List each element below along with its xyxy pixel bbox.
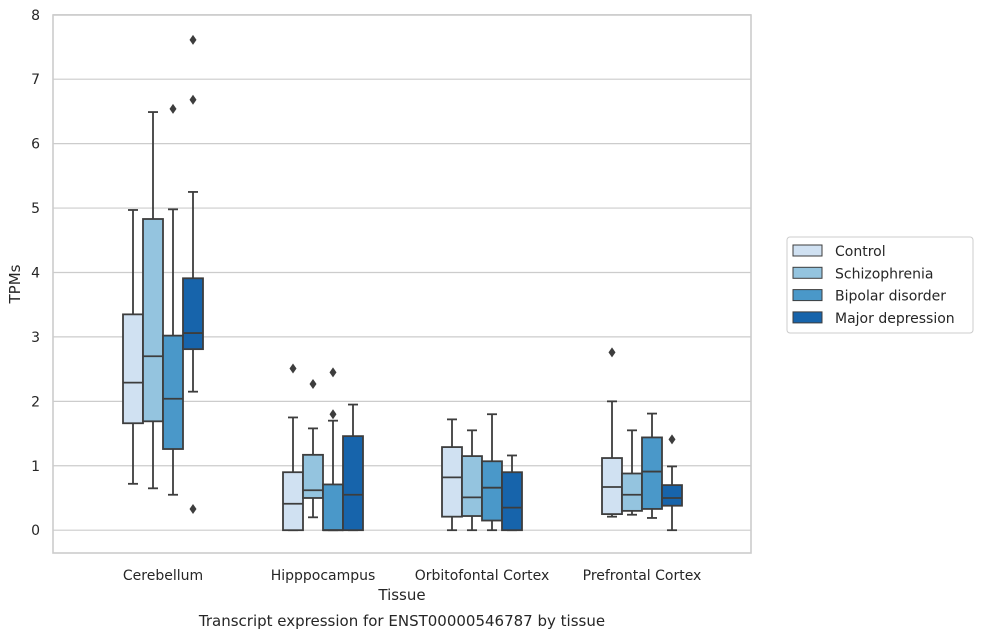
y-tick-label: 2 (31, 394, 40, 410)
box-major-depression (661, 434, 683, 532)
box-iqr (322, 483, 344, 532)
box-iqr (282, 471, 304, 532)
y-tick-label: 6 (31, 137, 40, 153)
legend-swatch (792, 311, 823, 324)
box-iqr (122, 313, 144, 425)
outlier-point (608, 347, 616, 358)
box-control (282, 363, 304, 532)
box-schizophrenia (621, 429, 643, 516)
box-major-depression (182, 34, 204, 514)
x-tick-labels: Cerebellum Hipppocampus Orbitofontal Corte… (123, 568, 701, 584)
box-iqr (661, 484, 683, 507)
box-iqr (641, 436, 663, 510)
box-iqr (302, 453, 324, 499)
outlier-point (309, 378, 317, 389)
box-layer (122, 34, 683, 532)
y-tick-label: 7 (31, 72, 40, 88)
box-iqr (441, 446, 463, 518)
legend-label: Major depression (835, 311, 955, 327)
legend-label: Schizophrenia (835, 266, 933, 282)
legend-swatch (792, 266, 823, 279)
outlier-point (329, 367, 337, 378)
box-schizophrenia (142, 111, 164, 490)
y-tick-label: 1 (31, 459, 40, 475)
outlier-point (289, 363, 297, 374)
plot-area-frame (52, 14, 752, 554)
legend-swatch (792, 289, 823, 302)
box-major-depression (501, 454, 523, 532)
x-tick-label: Prefrontal Cortex (583, 568, 702, 584)
outlier-point (189, 34, 197, 45)
box-major-depression (342, 403, 364, 532)
outlier-point (189, 94, 197, 105)
chart-caption: Transcript expression for ENST0000054678… (198, 612, 605, 630)
box-iqr (142, 218, 164, 423)
box-iqr (481, 460, 503, 522)
y-tick-label: 0 (31, 523, 40, 539)
outlier-point (329, 409, 337, 420)
box-schizophrenia (302, 378, 324, 519)
box-iqr (461, 455, 483, 517)
box-bipolar-disorder (641, 412, 663, 519)
legend-label: Control (835, 244, 886, 260)
outlier-point (169, 103, 177, 114)
y-tick-label: 5 (31, 201, 40, 217)
y-tick-labels: 0 1 2 3 4 5 6 7 8 (31, 8, 40, 539)
outlier-point (668, 434, 676, 445)
x-tick-label: Cerebellum (123, 568, 203, 584)
x-tick-label: Orbitofontal Cortex (415, 568, 550, 584)
box-control (601, 347, 623, 518)
y-axis-label: TPMs (6, 264, 24, 304)
box-iqr (601, 457, 623, 515)
x-tick-label: Hipppocampus (271, 568, 376, 584)
y-tick-label: 8 (31, 8, 40, 24)
legend-frame (786, 236, 974, 334)
y-tick-label: 4 (31, 265, 40, 281)
box-iqr (342, 435, 364, 532)
plot-area-background (53, 15, 751, 553)
x-axis-label: Tissue (377, 586, 425, 604)
box-iqr (182, 277, 204, 351)
box-bipolar-disorder (162, 103, 184, 496)
outlier-point (189, 503, 197, 514)
legend-label: Bipolar disorder (835, 289, 946, 305)
y-tick-label: 3 (31, 330, 40, 346)
box-iqr (621, 472, 643, 512)
legend-swatch (792, 244, 823, 257)
box-iqr (162, 334, 184, 450)
legend: Control Schizophrenia Bipolar disorder Majo… (786, 236, 974, 334)
box-iqr (501, 471, 523, 532)
